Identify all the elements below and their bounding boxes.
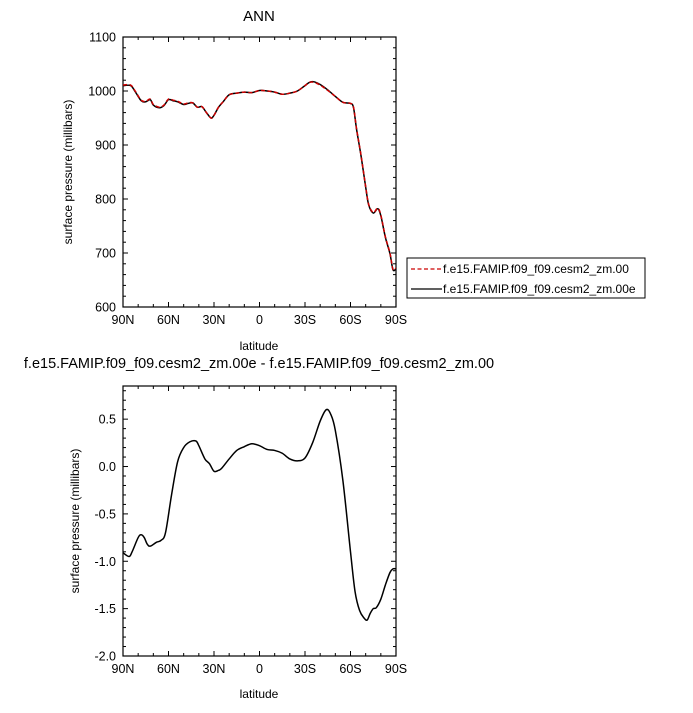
bottom-x-tick-label: 90S (385, 662, 407, 676)
top-x-tick-label: 30N (203, 313, 226, 327)
top-x-tick-label: 0 (256, 313, 263, 327)
legend-label-series-2: f.e15.FAMIP.f09_f09.cesm2_zm.00e (443, 282, 636, 296)
top-series-line-2 (123, 80, 396, 272)
bottom-x-tick-label: 30S (294, 662, 316, 676)
top-plot-area: 90N 60N 30N 0 30S 60S 90S 600 700 800 900 1000 1100 (88, 31, 407, 328)
top-x-tick-label: 90S (385, 313, 407, 327)
bottom-plot-area: 90N 60N 30N 0 30S 60S 90S -2.0 -1.5 -1.0 -0.5 0.0 0.… (94, 385, 407, 676)
top-y-axis-label: surface pressure (millibars) (61, 100, 75, 245)
bottom-x-tick-label: 0 (256, 662, 263, 676)
top-x-tick-label: 60S (339, 313, 361, 327)
bottom-x-tick-label: 90N (112, 662, 135, 676)
bottom-plot-frame (122, 385, 397, 657)
top-x-tick-label: 90N (112, 313, 135, 327)
top-y-tick-label: 900 (95, 139, 116, 153)
bottom-y-tick-label: 0.5 (99, 413, 116, 427)
bottom-y-tick-label: -0.5 (94, 507, 116, 521)
bottom-y-tick-label: -2.0 (94, 650, 116, 664)
legend-label-series-1: f.e15.FAMIP.f09_f09.cesm2_zm.00 (443, 262, 629, 276)
top-legend: f.e15.FAMIP.f09_f09.cesm2_zm.00 f.e15.FA… (406, 257, 646, 299)
top-y-tick-label: 1000 (88, 85, 116, 99)
bottom-y-tick-label: -1.5 (94, 602, 116, 616)
top-series-line-1 (123, 81, 396, 271)
bottom-y-tick-label: -1.0 (94, 555, 116, 569)
bottom-x-axis-label: latitude (240, 687, 279, 701)
bottom-x-tick-label: 60S (339, 662, 361, 676)
top-y-tick-label: 600 (95, 301, 116, 315)
bottom-panel: f.e15.FAMIP.f09_f09.cesm2_zm.00e - f.e15… (24, 356, 494, 701)
top-x-tick-label: 30S (294, 313, 316, 327)
difference-chart-title: f.e15.FAMIP.f09_f09.cesm2_zm.00e - f.e15… (24, 356, 494, 372)
top-x-tick-label: 60N (157, 313, 180, 327)
legend-box (406, 257, 646, 299)
bottom-x-tick-label: 30N (203, 662, 226, 676)
top-plot-frame (122, 36, 397, 308)
bottom-x-tick-label: 60N (157, 662, 180, 676)
top-panel: ANN 90N 60N 30N 0 30S 60S 90S 600 700 800 900 1000 1… (61, 8, 646, 353)
top-y-tick-label: 700 (95, 247, 116, 261)
top-y-tick-label: 800 (95, 193, 116, 207)
top-y-tick-label: 1100 (89, 31, 116, 45)
bottom-y-tick-label: 0.0 (99, 460, 116, 474)
top-x-axis-label: latitude (240, 339, 279, 353)
top-chart-title: ANN (243, 8, 275, 25)
bottom-series-line-1 (123, 408, 396, 622)
bottom-y-axis-label: surface pressure (millibars) (68, 449, 82, 594)
